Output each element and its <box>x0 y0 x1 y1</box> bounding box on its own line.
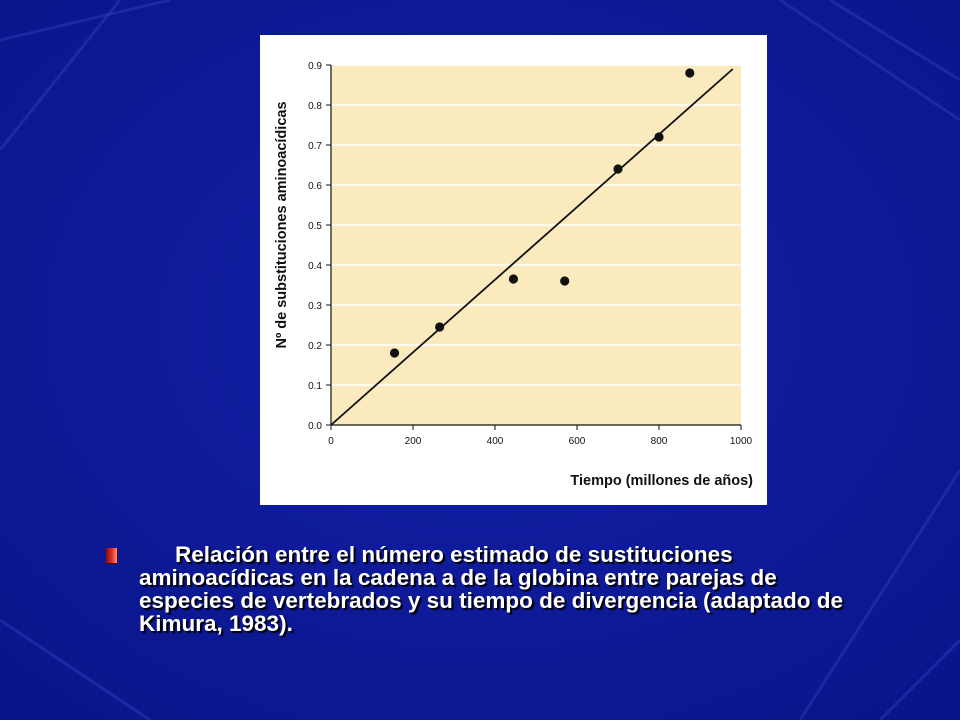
y-tick-label: 0.7 <box>308 141 322 152</box>
x-tick-label: 800 <box>651 436 668 447</box>
caption-text: Relación entre el número estimado de sus… <box>139 542 843 636</box>
slide-caption: Relación entre el número estimado de sus… <box>106 543 886 635</box>
x-tick-label: 0 <box>328 436 334 447</box>
x-tick-label: 600 <box>569 436 586 447</box>
data-point <box>435 322 445 332</box>
y-tick-label: 0.0 <box>308 421 322 432</box>
y-tick-label: 0.3 <box>308 301 322 312</box>
y-tick-label: 0.9 <box>308 61 322 72</box>
red-square-bullet-icon <box>106 548 117 563</box>
x-tick-label: 200 <box>405 436 422 447</box>
scatter-chart: 0.0 0.1 0.2 0.3 0.4 0.5 0.6 0.7 0.8 0.9 0 200 400 600… <box>274 61 753 489</box>
data-point <box>560 276 570 286</box>
x-tick-label: 400 <box>487 436 504 447</box>
y-tick-label: 0.5 <box>308 221 322 232</box>
y-axis-label: Nº de substituciones aminoacídicas <box>274 101 290 348</box>
trend-line <box>330 68 734 426</box>
data-point <box>613 164 623 174</box>
x-tick-label: 1000 <box>730 436 753 447</box>
data-point <box>508 274 519 284</box>
y-tick-label: 0.8 <box>308 101 322 112</box>
x-axis-label: Tiempo (millones de años) <box>570 473 753 489</box>
y-tick-label: 0.2 <box>308 341 322 352</box>
data-point <box>685 68 695 78</box>
chart-figure: 0.0 0.1 0.2 0.3 0.4 0.5 0.6 0.7 0.8 0.9 0 200 400 600… <box>260 35 767 505</box>
data-point <box>389 348 400 358</box>
y-tick-label: 0.4 <box>308 261 322 272</box>
data-point <box>654 132 664 142</box>
y-tick-label: 0.1 <box>308 381 322 392</box>
y-tick-label: 0.6 <box>308 181 322 192</box>
